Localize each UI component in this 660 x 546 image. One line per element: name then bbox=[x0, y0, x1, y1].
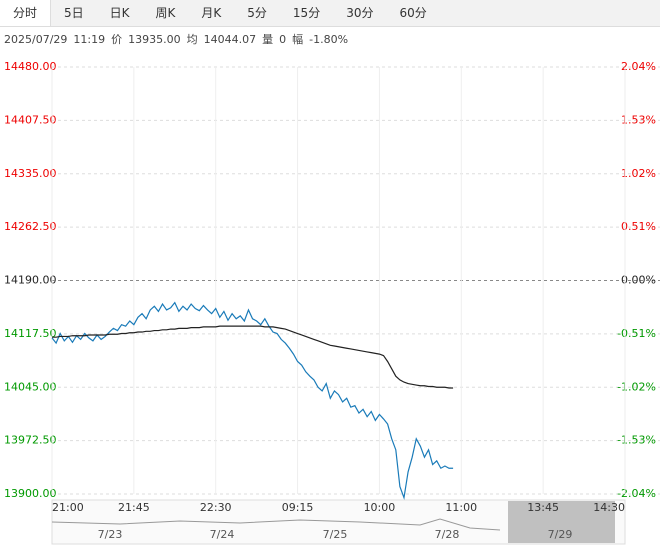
tab[interactable]: 5分 bbox=[247, 6, 267, 20]
tab[interactable]: 15分 bbox=[292, 6, 321, 20]
avg-label: 均 bbox=[186, 33, 198, 46]
y-tick-label: 13900.00 bbox=[4, 487, 57, 500]
y2-tick-label: 1.02% bbox=[621, 167, 656, 180]
y-tick-label: 14117.50 bbox=[4, 327, 57, 340]
y-tick-label: 14335.00 bbox=[4, 167, 57, 180]
y2-tick-label: 0.51% bbox=[621, 220, 656, 233]
vol-label: 量 bbox=[262, 33, 274, 46]
navigator-window[interactable] bbox=[508, 501, 615, 543]
x-tick-label: 21:00 bbox=[52, 501, 84, 514]
time: 11:19 bbox=[73, 33, 106, 46]
navigator-line bbox=[51, 518, 501, 531]
x-tick-label: 11:00 bbox=[445, 501, 477, 514]
x-tick-label: 14:30 bbox=[593, 501, 625, 514]
y-tick-label: 14045.00 bbox=[4, 380, 57, 393]
navigator-label: 7/28 bbox=[435, 528, 460, 541]
y-tick-label: 14190.00 bbox=[4, 274, 57, 287]
y-tick-label: 14407.50 bbox=[4, 113, 57, 126]
price-label: 价 bbox=[111, 33, 123, 46]
y2-tick-label: 2.04% bbox=[621, 60, 656, 73]
x-tick-label: 21:45 bbox=[118, 501, 150, 514]
avg: 14044.07 bbox=[203, 33, 257, 46]
tab[interactable]: 周K bbox=[155, 6, 176, 20]
price-line bbox=[51, 301, 454, 501]
price: 13935.00 bbox=[128, 33, 181, 46]
tab[interactable]: 分时 bbox=[0, 0, 52, 26]
x-tick-label: 13:45 bbox=[527, 501, 559, 514]
navigator-label: 7/25 bbox=[323, 528, 348, 541]
navigator-label: 7/29 bbox=[548, 528, 573, 541]
x-tick-label: 22:30 bbox=[200, 501, 232, 514]
tab[interactable]: 月K bbox=[201, 6, 222, 20]
y2-tick-label: 0.00% bbox=[621, 274, 656, 287]
y2-tick-label: 1.53% bbox=[621, 113, 656, 126]
y2-tick-label: -1.02% bbox=[617, 380, 656, 393]
x-tick-label: 09:15 bbox=[282, 501, 314, 514]
vol: 0 bbox=[279, 33, 287, 46]
info-line: 2025/07/29 11:19 价 13935.00 均 14044.07 量 0 幅 -1.8… bbox=[4, 31, 354, 47]
y2-tick-label: -2.04% bbox=[617, 487, 656, 500]
navigator-label: 7/24 bbox=[210, 528, 235, 541]
y2-tick-label: -0.51% bbox=[617, 327, 656, 340]
tab[interactable]: 30分 bbox=[346, 6, 374, 20]
tab-bar: 分时 5日 日K 周K 月K 5分 15分 30分 60分 bbox=[0, 0, 660, 27]
amp-label: 幅 bbox=[292, 33, 304, 46]
x-tick-label: 10:00 bbox=[364, 501, 396, 514]
navigator-label: 7/23 bbox=[98, 528, 123, 541]
tab[interactable]: 60分 bbox=[399, 6, 427, 20]
date: 2025/07/29 bbox=[4, 33, 68, 46]
y-tick-label: 14480.00 bbox=[4, 60, 57, 73]
tab[interactable]: 5日 bbox=[64, 6, 84, 20]
y-tick-label: 14262.50 bbox=[4, 220, 57, 233]
tab[interactable]: 日K bbox=[109, 6, 130, 20]
price-line bbox=[52, 325, 454, 389]
amp: -1.80% bbox=[309, 33, 349, 46]
y-tick-label: 13972.50 bbox=[4, 434, 57, 447]
y2-tick-label: -1.53% bbox=[617, 434, 656, 447]
